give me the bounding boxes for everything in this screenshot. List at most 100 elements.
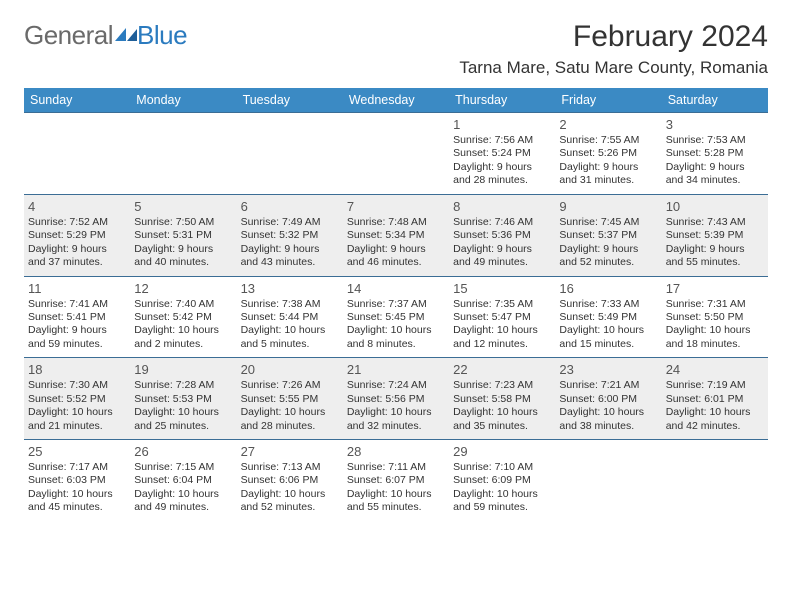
calendar-day-cell: 17 Sunrise: 7:31 AMSunset: 5:50 PMDayligh… [662,277,768,358]
day-number: 15 [453,281,551,296]
day-header: Monday [130,88,236,112]
sunrise-line: Sunrise: 7:45 AM [559,216,657,229]
sunset-line: Sunset: 6:07 PM [347,474,445,487]
sunrise-line: Sunrise: 7:49 AM [241,216,339,229]
logo-mark-icon [115,25,137,41]
calendar-week-row: 4Sunrise: 7:52 AMSunset: 5:29 PMDaylight… [24,194,768,276]
daylight-line: Daylight: 9 hours and 43 minutes. [241,243,339,270]
calendar-day-cell: 12Sunrise: 7:40 AMSunset: 5:42 PMDayligh… [130,277,236,358]
calendar-week-row: 11Sunrise: 7:41 AMSunset: 5:41 PMDayligh… [24,276,768,358]
day-number: 22 [453,362,551,377]
sunset-line: Sunset: 5:24 PM [453,147,551,160]
daylight-line: Daylight: 10 hours and 18 minutes. [666,324,764,351]
calendar-day-cell: 23Sunrise: 7:21 AMSunset: 6:00 PMDayligh… [555,358,661,439]
sunrise-line: Sunrise: 7:31 AM [666,298,764,311]
daylight-line: Daylight: 9 hours and 52 minutes. [559,243,657,270]
sunrise-line: Sunrise: 7:10 AM [453,461,551,474]
sunrise-line: Sunrise: 7:26 AM [241,379,339,392]
calendar-day-cell: 15Sunrise: 7:35 AMSunset: 5:47 PMDayligh… [449,277,555,358]
daylight-line: Daylight: 9 hours and 34 minutes. [666,161,764,188]
sunset-line: Sunset: 5:41 PM [28,311,126,324]
daylight-line: Daylight: 10 hours and 2 minutes. [134,324,232,351]
month-title: February 2024 [459,20,768,54]
calendar-day-cell: 26Sunrise: 7:15 AMSunset: 6:04 PMDayligh… [130,440,236,521]
daylight-line: Daylight: 10 hours and 8 minutes. [347,324,445,351]
sunset-line: Sunset: 5:56 PM [347,393,445,406]
sunrise-line: Sunrise: 7:50 AM [134,216,232,229]
day-number: 10 [666,199,764,214]
day-number: 20 [241,362,339,377]
sunset-line: Sunset: 6:01 PM [666,393,764,406]
document-header: General Blue February 2024 Tarna Mare, S… [24,20,768,78]
day-number: 1 [453,117,551,132]
calendar-day-cell: 3Sunrise: 7:53 AMSunset: 5:28 PMDaylight… [662,113,768,194]
daylight-line: Daylight: 10 hours and 55 minutes. [347,488,445,515]
logo-text-a: General [24,20,113,51]
calendar-day-cell: 2Sunrise: 7:55 AMSunset: 5:26 PMDaylight… [555,113,661,194]
sunset-line: Sunset: 5:55 PM [241,393,339,406]
calendar-day-cell: 7Sunrise: 7:48 AMSunset: 5:34 PMDaylight… [343,195,449,276]
day-header: Thursday [449,88,555,112]
daylight-line: Daylight: 9 hours and 59 minutes. [28,324,126,351]
sunset-line: Sunset: 6:03 PM [28,474,126,487]
daylight-line: Daylight: 10 hours and 25 minutes. [134,406,232,433]
sunrise-line: Sunrise: 7:35 AM [453,298,551,311]
sunset-line: Sunset: 5:39 PM [666,229,764,242]
calendar-empty-cell [555,440,661,521]
daylight-line: Daylight: 10 hours and 42 minutes. [666,406,764,433]
sunset-line: Sunset: 5:26 PM [559,147,657,160]
calendar-day-cell: 16Sunrise: 7:33 AMSunset: 5:49 PMDayligh… [555,277,661,358]
day-number: 9 [559,199,657,214]
sunset-line: Sunset: 5:28 PM [666,147,764,160]
calendar-day-cell: 19Sunrise: 7:28 AMSunset: 5:53 PMDayligh… [130,358,236,439]
calendar-empty-cell [662,440,768,521]
daylight-line: Daylight: 10 hours and 38 minutes. [559,406,657,433]
daylight-line: Daylight: 10 hours and 32 minutes. [347,406,445,433]
daylight-line: Daylight: 9 hours and 40 minutes. [134,243,232,270]
sunset-line: Sunset: 6:00 PM [559,393,657,406]
calendar-week-row: 1Sunrise: 7:56 AMSunset: 5:24 PMDaylight… [24,112,768,194]
sunrise-line: Sunrise: 7:23 AM [453,379,551,392]
sunset-line: Sunset: 5:58 PM [453,393,551,406]
daylight-line: Daylight: 10 hours and 52 minutes. [241,488,339,515]
daylight-line: Daylight: 9 hours and 37 minutes. [28,243,126,270]
day-number: 3 [666,117,764,132]
daylight-line: Daylight: 9 hours and 46 minutes. [347,243,445,270]
day-header: Saturday [662,88,768,112]
sunrise-line: Sunrise: 7:15 AM [134,461,232,474]
daylight-line: Daylight: 10 hours and 5 minutes. [241,324,339,351]
day-header: Sunday [24,88,130,112]
calendar-day-cell: 21Sunrise: 7:24 AMSunset: 5:56 PMDayligh… [343,358,449,439]
sunset-line: Sunset: 5:36 PM [453,229,551,242]
calendar-day-cell: 6Sunrise: 7:49 AMSunset: 5:32 PMDaylight… [237,195,343,276]
calendar-empty-cell [343,113,449,194]
sunset-line: Sunset: 5:52 PM [28,393,126,406]
calendar-day-cell: 22Sunrise: 7:23 AMSunset: 5:58 PMDayligh… [449,358,555,439]
sunrise-line: Sunrise: 7:52 AM [28,216,126,229]
day-number: 13 [241,281,339,296]
sunset-line: Sunset: 6:06 PM [241,474,339,487]
day-number: 14 [347,281,445,296]
daylight-line: Daylight: 10 hours and 21 minutes. [28,406,126,433]
sunset-line: Sunset: 5:32 PM [241,229,339,242]
sunset-line: Sunset: 5:42 PM [134,311,232,324]
day-number: 12 [134,281,232,296]
sunset-line: Sunset: 5:44 PM [241,311,339,324]
sunset-line: Sunset: 5:50 PM [666,311,764,324]
day-number: 25 [28,444,126,459]
daylight-line: Daylight: 9 hours and 49 minutes. [453,243,551,270]
day-number: 18 [28,362,126,377]
day-number: 19 [134,362,232,377]
calendar-day-cell: 18Sunrise: 7:30 AMSunset: 5:52 PMDayligh… [24,358,130,439]
calendar-day-cell: 27Sunrise: 7:13 AMSunset: 6:06 PMDayligh… [237,440,343,521]
day-number: 5 [134,199,232,214]
sunrise-line: Sunrise: 7:17 AM [28,461,126,474]
day-header: Tuesday [237,88,343,112]
sunrise-line: Sunrise: 7:19 AM [666,379,764,392]
sunrise-line: Sunrise: 7:46 AM [453,216,551,229]
calendar-empty-cell [24,113,130,194]
day-number: 17 [666,281,764,296]
day-number: 11 [28,281,126,296]
sunrise-line: Sunrise: 7:28 AM [134,379,232,392]
day-number: 2 [559,117,657,132]
